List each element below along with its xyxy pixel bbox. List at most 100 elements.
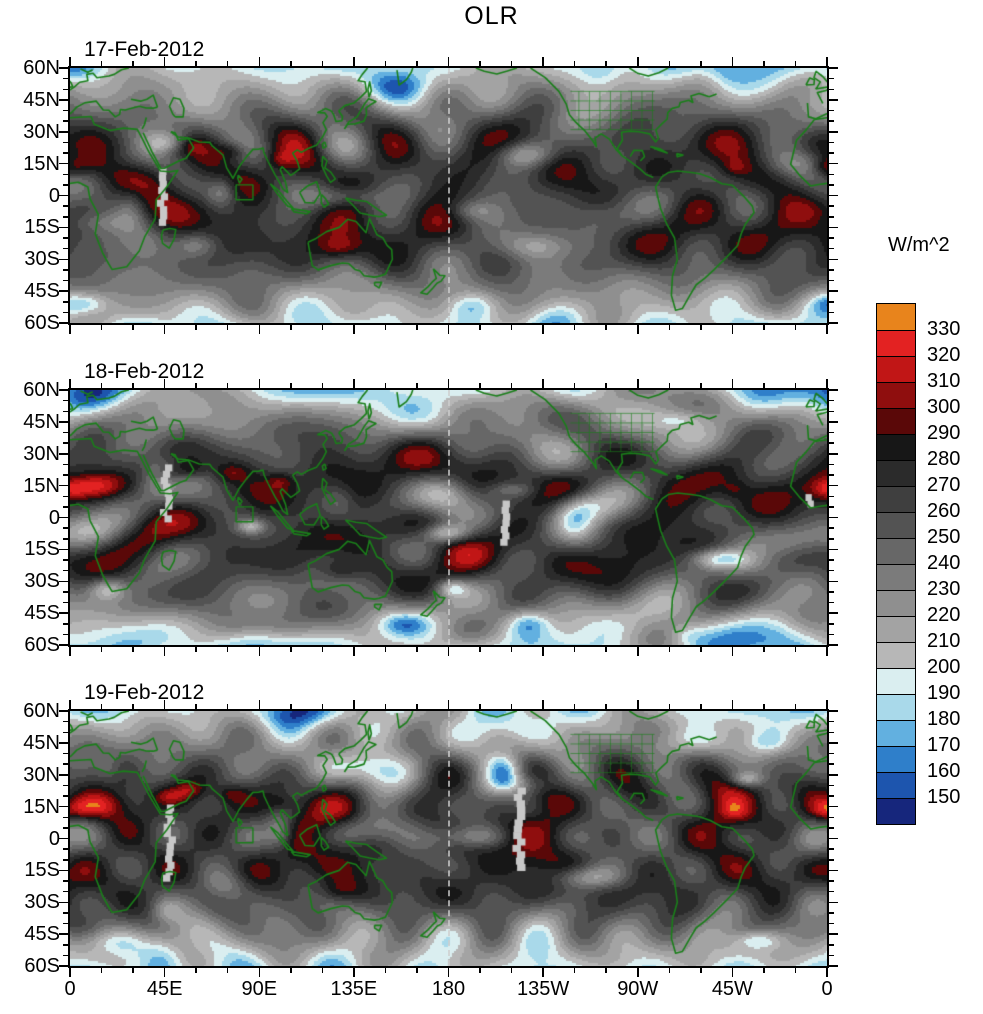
axis-tick bbox=[542, 968, 544, 977]
axis-tick bbox=[668, 61, 671, 66]
axis-tick bbox=[321, 704, 324, 709]
axis-tick bbox=[63, 848, 68, 850]
axis-tick bbox=[63, 954, 68, 957]
axis-tick bbox=[573, 383, 576, 388]
axis-tick bbox=[829, 269, 834, 271]
axis-tick bbox=[731, 325, 734, 334]
x-axis-tick-label: 45E bbox=[146, 978, 183, 1000]
colorbar-segment bbox=[877, 538, 915, 564]
axis-tick bbox=[258, 325, 260, 334]
axis-tick bbox=[63, 527, 68, 529]
axis-tick bbox=[829, 463, 834, 466]
axis-tick bbox=[829, 784, 834, 787]
axis-tick bbox=[605, 383, 607, 388]
colorbar-tick-label: 280 bbox=[927, 448, 961, 470]
axis-tick bbox=[700, 647, 702, 652]
y-axis-tick-label: 60N bbox=[23, 379, 60, 401]
axis-tick bbox=[668, 704, 671, 709]
axis-tick bbox=[794, 325, 797, 330]
axis-tick bbox=[829, 194, 838, 197]
axis-tick bbox=[542, 325, 544, 334]
axis-tick bbox=[63, 731, 68, 733]
axis-tick bbox=[63, 410, 68, 412]
axis-tick bbox=[63, 495, 68, 497]
axis-tick bbox=[829, 965, 838, 967]
panel-date-3: 19-Feb-2012 bbox=[84, 681, 205, 704]
axis-tick bbox=[829, 580, 838, 582]
colorbar-tick-label: 220 bbox=[927, 604, 961, 626]
axis-tick bbox=[829, 484, 838, 487]
axis-tick bbox=[829, 805, 838, 808]
axis-tick bbox=[63, 77, 68, 80]
axis-tick bbox=[63, 237, 68, 239]
y-axis-tick-label: 45S bbox=[24, 280, 60, 303]
axis-tick bbox=[163, 325, 166, 334]
y-axis-tick-label: 15N bbox=[23, 474, 60, 497]
axis-tick bbox=[163, 57, 166, 66]
axis-tick bbox=[479, 325, 481, 330]
axis-tick bbox=[63, 109, 68, 112]
y-axis-tick-label: 30S bbox=[24, 570, 60, 593]
axis-tick bbox=[829, 612, 838, 614]
colorbar-segment bbox=[877, 564, 915, 590]
colorbar-tick-label: 160 bbox=[927, 760, 961, 782]
axis-tick bbox=[479, 61, 481, 66]
axis-tick bbox=[510, 704, 513, 709]
axis-tick bbox=[829, 88, 834, 90]
axis-tick bbox=[510, 647, 513, 652]
axis-tick bbox=[605, 968, 607, 973]
axis-tick bbox=[384, 383, 387, 388]
axis-tick bbox=[353, 325, 355, 334]
axis-tick bbox=[59, 162, 68, 165]
axis-tick bbox=[447, 57, 450, 66]
axis-tick bbox=[829, 184, 834, 186]
axis-tick bbox=[63, 120, 68, 122]
y-axis-tick-label: 45S bbox=[24, 923, 60, 946]
axis-tick bbox=[573, 704, 576, 709]
axis-tick bbox=[829, 763, 834, 765]
axis-tick bbox=[59, 453, 68, 455]
axis-tick bbox=[829, 859, 834, 861]
axis-tick bbox=[637, 379, 639, 388]
axis-tick bbox=[63, 623, 68, 625]
axis-tick bbox=[731, 379, 734, 388]
axis-tick bbox=[195, 704, 197, 709]
y-axis-tick-label: 15N bbox=[23, 152, 60, 175]
axis-tick bbox=[829, 77, 834, 80]
axis-tick bbox=[69, 379, 71, 388]
colorbar-tick-label: 290 bbox=[927, 422, 961, 444]
axis-tick bbox=[763, 968, 765, 973]
axis-tick bbox=[384, 61, 387, 66]
axis-tick bbox=[226, 383, 229, 388]
axis-tick bbox=[63, 301, 68, 303]
axis-tick bbox=[226, 325, 229, 330]
axis-tick bbox=[826, 325, 828, 334]
map-plot-2: 60N 45N 30N 15N 0 15S 30S 45S 60S bbox=[23, 379, 838, 656]
colorbar-tick-label: 240 bbox=[927, 552, 961, 574]
axis-tick bbox=[826, 647, 828, 656]
axis-tick bbox=[829, 162, 838, 165]
y-axis-tick-label: 45N bbox=[23, 731, 60, 754]
axis-tick bbox=[542, 379, 544, 388]
axis-tick bbox=[59, 965, 68, 967]
axis-tick bbox=[826, 968, 828, 977]
axis-tick bbox=[668, 383, 671, 388]
axis-tick bbox=[829, 389, 838, 391]
axis-tick bbox=[69, 57, 71, 66]
axis-tick bbox=[829, 933, 838, 935]
axis-tick bbox=[794, 704, 797, 709]
axis-tick bbox=[290, 647, 292, 652]
axis-tick bbox=[479, 383, 481, 388]
axis-tick bbox=[700, 383, 702, 388]
axis-tick bbox=[829, 506, 834, 508]
axis-tick bbox=[763, 704, 765, 709]
axis-tick bbox=[258, 968, 260, 977]
x-axis-tick-label: 0 bbox=[821, 978, 833, 1000]
axis-tick bbox=[829, 633, 834, 636]
axis-tick bbox=[63, 216, 68, 218]
x-axis-tick-label: 135W bbox=[517, 978, 570, 1000]
dateline-gridline bbox=[447, 711, 450, 966]
axis-tick bbox=[829, 322, 838, 324]
axis-tick bbox=[829, 516, 838, 519]
axis-tick bbox=[829, 311, 834, 314]
